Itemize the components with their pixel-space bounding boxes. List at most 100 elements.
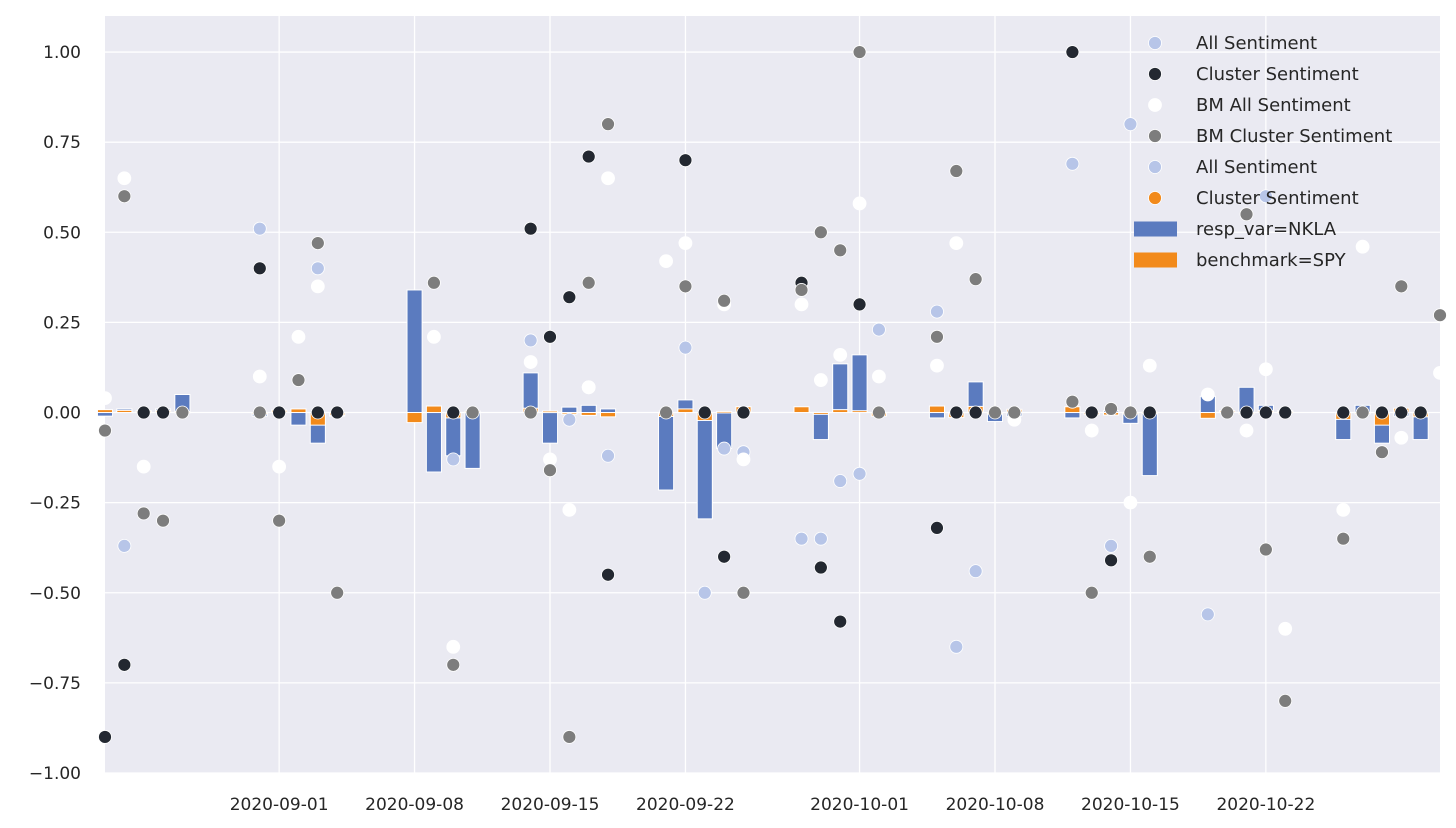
bm-all-sentiment-point [872, 369, 886, 384]
cluster-sentiment-point [272, 405, 287, 420]
x-tick-labels: 2020-09-01 2020-09-08 2020-09-15 2020-09-22… [230, 795, 1316, 815]
spy-bar [928, 405, 946, 414]
bm-cluster-sentiment-point [1433, 308, 1447, 323]
cluster-sentiment-point [562, 290, 577, 305]
nkla-bar [851, 354, 868, 414]
legend-swatch [1134, 252, 1177, 268]
spy-bar [406, 412, 423, 424]
all-sentiment-point [833, 474, 848, 488]
bm-all-sentiment-point [1239, 423, 1254, 438]
bm-all-sentiment-point [930, 358, 944, 373]
bm-cluster-sentiment-point [1336, 531, 1351, 546]
all-sentiment-point [794, 531, 809, 546]
bm-all-sentiment-point [581, 380, 596, 395]
bm-cluster-sentiment-point [252, 405, 267, 420]
bm-cluster-sentiment-point [562, 730, 577, 744]
cluster-sentiment-point [930, 520, 944, 535]
nkla-bar [1064, 412, 1081, 419]
x-tick-label: 2020-10-08 [946, 795, 1045, 815]
bm-all-sentiment-point [833, 347, 848, 362]
nkla-bar [812, 412, 829, 441]
cluster-sentiment-point [1084, 405, 1099, 420]
bm-all-sentiment-point [601, 171, 615, 186]
bm-cluster-sentiment-point [678, 279, 693, 294]
all-sentiment-point [697, 585, 712, 600]
bm-all-sentiment-point [446, 639, 461, 654]
legend-label: resp_var=NKLA [1196, 219, 1337, 240]
bm-cluster-sentiment-point [465, 405, 480, 420]
bm-cluster-sentiment-point [968, 272, 983, 287]
bm-cluster-sentiment-point [175, 405, 190, 420]
bm-cluster-sentiment-point [427, 275, 441, 290]
x-tick-label: 2020-09-22 [636, 795, 735, 815]
all-sentiment-point [562, 412, 577, 427]
nkla-bar [290, 412, 307, 426]
legend-label: Cluster Sentiment [1196, 188, 1359, 209]
x-tick-label: 2020-10-15 [1081, 795, 1180, 815]
bm-cluster-sentiment-point [1394, 279, 1409, 294]
bm-cluster-sentiment-point [1123, 405, 1138, 420]
y-tick-label: −1.00 [29, 764, 81, 784]
cluster-sentiment-point [446, 405, 461, 420]
spy-bar [812, 412, 829, 415]
all-sentiment-point [1200, 607, 1215, 622]
bm-all-sentiment-point [1084, 423, 1099, 438]
legend-label: BM Cluster Sentiment [1196, 126, 1392, 147]
cluster-sentiment-point [1258, 405, 1273, 420]
bm-cluster-sentiment-point [136, 506, 151, 521]
nkla-bar [425, 412, 442, 473]
bm-cluster-sentiment-point [659, 405, 673, 420]
all-sentiment-point [1065, 156, 1080, 171]
cluster-sentiment-point [1375, 405, 1389, 420]
bm-cluster-sentiment-point [1084, 585, 1099, 600]
bm-all-sentiment-point [678, 236, 693, 251]
all-sentiment-point [949, 639, 964, 654]
bm-cluster-sentiment-point [930, 329, 944, 344]
bm-cluster-sentiment-point [1142, 549, 1157, 564]
cluster-sentiment-point [1278, 405, 1293, 420]
cluster-sentiment-point [581, 149, 596, 164]
bm-all-sentiment-point [813, 373, 828, 387]
bm-all-sentiment-point [562, 502, 577, 517]
bm-cluster-sentiment-point [117, 189, 132, 204]
all-sentiment-point [1258, 189, 1273, 204]
all-sentiment-point [310, 261, 325, 276]
bm-cluster-sentiment-point [1220, 405, 1235, 420]
cluster-sentiment-point [1239, 405, 1254, 420]
cluster-sentiment-point [1394, 405, 1409, 420]
nkla-bar [541, 412, 559, 444]
all-sentiment-point [717, 441, 732, 456]
all-sentiment-point [601, 448, 615, 463]
cluster-sentiment-point [1336, 405, 1351, 420]
y-tick-label: 0.50 [43, 223, 81, 243]
bm-all-sentiment-point [852, 196, 867, 211]
all-sentiment-point [930, 304, 944, 319]
bm-cluster-sentiment-point [1278, 694, 1293, 708]
legend-marker [1148, 98, 1162, 112]
legend-marker [1148, 36, 1162, 50]
cluster-sentiment-point [1413, 405, 1428, 420]
bm-cluster-sentiment-point [988, 405, 1002, 420]
nkla-bar [561, 406, 578, 414]
bm-cluster-sentiment-point [446, 657, 461, 672]
bm-all-sentiment-point [523, 355, 538, 369]
bm-all-sentiment-point [659, 254, 673, 269]
bm-cluster-sentiment-point [813, 225, 828, 240]
all-sentiment-point [872, 322, 886, 337]
bm-cluster-sentiment-point [872, 405, 886, 420]
nkla-bar [464, 412, 481, 469]
bm-all-sentiment-point [98, 391, 112, 406]
cluster-sentiment-point [949, 405, 964, 420]
legend-marker [1148, 191, 1162, 205]
bm-cluster-sentiment-point [949, 164, 964, 178]
all-sentiment-point [252, 221, 267, 236]
all-sentiment-point [678, 340, 693, 355]
bm-cluster-sentiment-point [1104, 402, 1118, 416]
nkla-bar [1141, 412, 1158, 477]
nkla-bar [599, 408, 617, 414]
x-tick-label: 2020-09-01 [230, 795, 329, 815]
bm-all-sentiment-point [1336, 502, 1351, 517]
bm-cluster-sentiment-point [1375, 445, 1389, 460]
y-tick-labels: −1.00 −0.75 −0.50 −0.25 0.00 0.25 0.50 0.75 1.00 [29, 43, 81, 784]
